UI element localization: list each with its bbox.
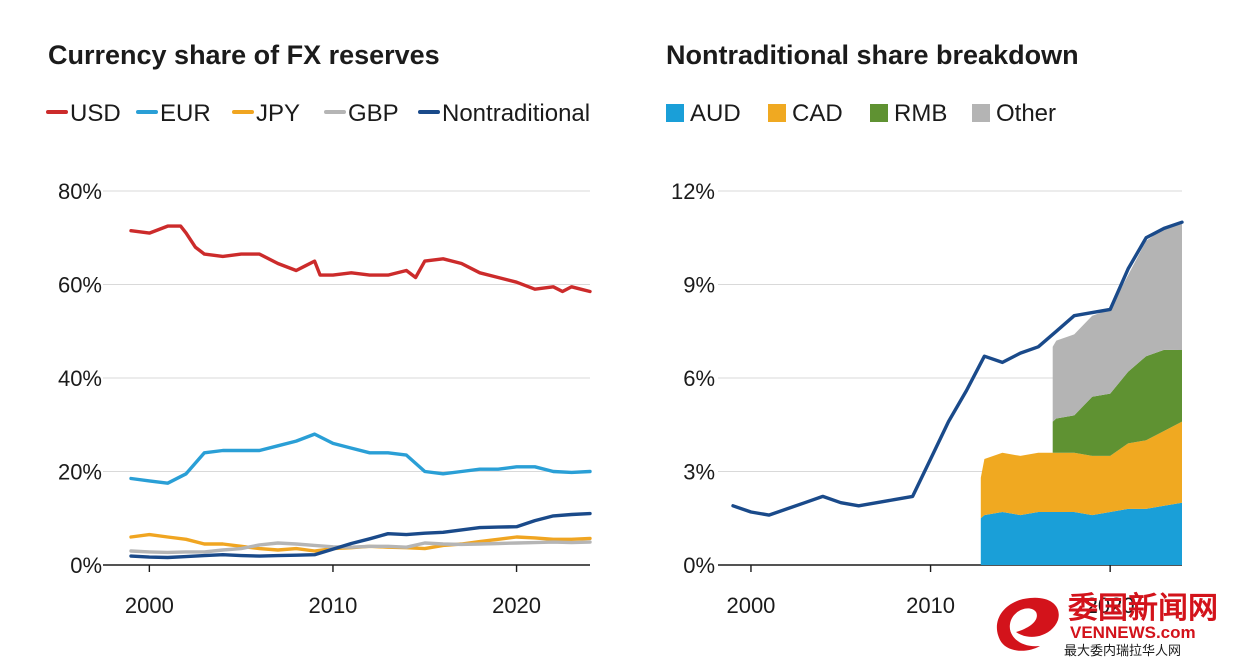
watermark-chinese: 委国新闻网 [1068, 591, 1218, 626]
left-y-tick-labels: 0% 20% 40% 60% 80% [58, 179, 102, 578]
area-cad [980, 421, 1182, 519]
series-line-nontraditional [731, 220, 1184, 517]
right-total-line [731, 220, 1184, 517]
right-chart: Nontraditional share breakdown AUD CAD RMB… [666, 40, 1184, 618]
series-line-usd [129, 224, 592, 294]
legend-label-eur: EUR [160, 100, 211, 127]
right-x-tick-label: 2010 [906, 593, 955, 618]
left-y-tick-label: 60% [58, 273, 102, 298]
legend-swatch-aud [666, 104, 684, 122]
left-y-tick-label: 40% [58, 366, 102, 391]
legend-swatch-cad [768, 104, 786, 122]
watermark-subtitle: 最大委内瑞拉华人网 [1064, 643, 1181, 659]
legend-label-cad: CAD [792, 100, 843, 127]
legend-swatch-rmb [870, 104, 888, 122]
right-y-tick-label: 3% [683, 460, 715, 485]
right-y-tick-label: 12% [671, 179, 715, 204]
right-y-tick-label: 9% [683, 273, 715, 298]
area-aud [980, 502, 1182, 565]
legend-label-usd: USD [70, 100, 121, 127]
legend-swatch-other [972, 104, 990, 122]
right-x-tick-label: 2000 [726, 593, 775, 618]
series-line-nontraditional [129, 511, 592, 560]
left-chart-title: Currency share of FX reserves [48, 40, 440, 70]
legend-label-aud: AUD [690, 100, 741, 127]
legend-label-gbp: GBP [348, 100, 399, 127]
left-chart: Currency share of FX reserves USD EUR JPY G… [46, 40, 592, 618]
left-gridlines [103, 190, 590, 566]
right-stacked-areas [980, 222, 1182, 565]
left-series-lines [129, 224, 592, 560]
watermark-english: VENNEWS.com [1070, 623, 1196, 642]
area-other [1052, 222, 1182, 422]
watermark: 委国新闻网 VENNEWS.com 最大委内瑞拉华人网 [996, 591, 1218, 659]
right-x-tick-label: 2020 [1086, 593, 1135, 618]
right-legend: AUD CAD RMB Other [666, 100, 1056, 127]
legend-label-rmb: RMB [894, 100, 947, 127]
left-y-tick-label: 80% [58, 179, 102, 204]
left-x-tick-label: 2010 [308, 593, 357, 618]
left-y-tick-label: 0% [70, 553, 102, 578]
right-y-tick-labels: 0% 3% 6% 9% 12% [671, 179, 715, 578]
right-y-tick-label: 6% [683, 366, 715, 391]
left-legend: USD EUR JPY GBP Nontraditional [46, 100, 590, 127]
right-x-tick-labels: 2000 2010 2020 [726, 565, 1135, 618]
legend-label-jpy: JPY [256, 100, 300, 127]
legend-label-other: Other [996, 100, 1056, 127]
left-x-tick-label: 2020 [492, 593, 541, 618]
dragon-logo-icon [996, 597, 1059, 651]
right-y-tick-label: 0% [683, 553, 715, 578]
left-y-tick-label: 20% [58, 460, 102, 485]
series-line-gbp [129, 540, 592, 555]
area-rmb [1052, 349, 1182, 456]
series-line-eur [129, 432, 592, 485]
legend-label-nontraditional: Nontraditional [442, 100, 590, 127]
left-x-tick-label: 2000 [125, 593, 174, 618]
right-chart-title: Nontraditional share breakdown [666, 40, 1079, 70]
left-x-tick-labels: 2000 2010 2020 [125, 565, 541, 618]
